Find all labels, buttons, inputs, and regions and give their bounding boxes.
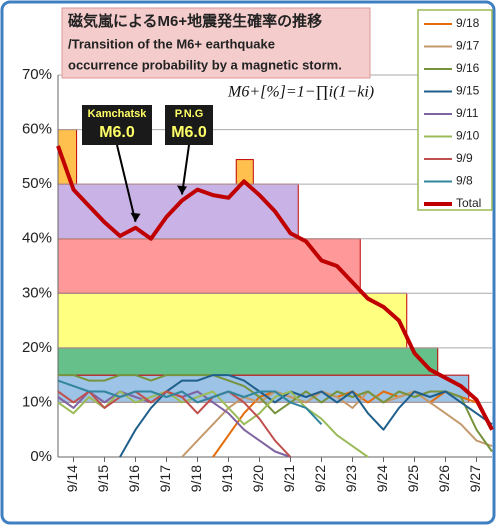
legend-label: 9/15: [456, 84, 480, 98]
x-tick-label: 9/14: [64, 465, 80, 492]
x-tick-label: 9/26: [436, 465, 452, 492]
x-tick-label: 9/25: [405, 465, 421, 492]
annotation-box: [82, 105, 152, 145]
y-tick-label: 70%: [22, 66, 52, 83]
annotation-box: [165, 105, 213, 145]
annotation-arrow: [116, 144, 137, 223]
legend-label: 9/16: [456, 61, 480, 75]
y-tick-label: 0%: [30, 448, 52, 465]
legend-label: 9/9: [456, 151, 473, 165]
annotation-label: Kamchatsk: [88, 108, 148, 120]
band: [57, 374, 470, 403]
x-tick-label: 9/22: [312, 465, 328, 492]
series-line: [181, 390, 493, 458]
legend-label: 9/10: [456, 129, 480, 143]
x-tick-label: 9/27: [467, 465, 483, 492]
series-line: [57, 390, 369, 458]
chart-title: 磁気嵐によるM6+地震発生確率の推移: [68, 12, 322, 30]
legend-label: 9/17: [456, 39, 480, 53]
arrow-head: [130, 212, 141, 222]
legend-label: Total: [456, 196, 481, 210]
y-tick-label: 60%: [22, 121, 52, 138]
series-line: [119, 374, 493, 458]
x-tick-label: 9/19: [219, 465, 235, 492]
series-line: [58, 374, 493, 453]
plot: [56, 74, 494, 462]
legend-label: 9/18: [456, 16, 480, 30]
band: [57, 292, 408, 349]
chart-subtitle: occurrence probability by a magnetic sto…: [68, 57, 342, 72]
annotation-magnitude: M6.0: [99, 124, 135, 141]
band: [57, 238, 361, 294]
x-tick-label: 9/17: [157, 465, 173, 492]
chart-subtitle: /Transition of the M6+ earthquake: [68, 36, 275, 51]
x-tick-label: 9/20: [250, 465, 266, 492]
annotation-magnitude: M6.0: [171, 124, 207, 141]
x-tick-label: 9/16: [126, 465, 142, 492]
x-tick-label: 9/24: [374, 465, 390, 492]
y-tick-label: 20%: [22, 339, 52, 356]
title-box: [61, 7, 371, 79]
x-tick-label: 9/21: [281, 465, 297, 492]
y-tick-label: 50%: [22, 175, 52, 192]
y-tick-label: 40%: [22, 230, 52, 247]
legend-box: [417, 9, 493, 211]
x-tick-label: 9/15: [95, 465, 111, 492]
series-line: [57, 379, 323, 425]
y-tick-label: 10%: [22, 393, 52, 410]
x-tick-label: 9/23: [343, 465, 359, 492]
arrow-head: [177, 185, 187, 195]
band: [57, 347, 439, 376]
x-tick-label: 9/18: [188, 465, 204, 492]
y-tick-label: 30%: [22, 284, 52, 301]
series-line: [56, 145, 494, 431]
legend-label: 9/8: [456, 174, 473, 188]
legend-label: 9/11: [456, 106, 479, 120]
annotation-label: P.N.G: [175, 108, 204, 120]
formula: M6+[%]=1−∏i(1−ki): [227, 84, 374, 101]
